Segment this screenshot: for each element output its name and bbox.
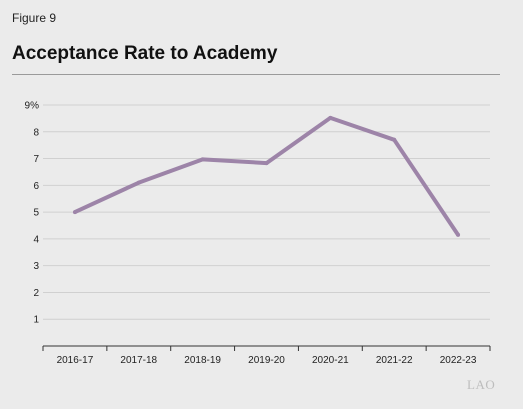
axes: 1 2 3 4 5 6 7 8 9% 2016-17 2017-18 2018-19 2019-20 20…	[25, 101, 491, 366]
data-point	[72, 210, 77, 215]
y-tick-label: 2	[33, 288, 39, 299]
lao-logo: LAO	[467, 377, 496, 392]
y-tick-label: 5	[33, 208, 39, 219]
title-divider	[12, 74, 500, 75]
x-tick-label: 2018-19	[184, 355, 221, 366]
y-tick-label: 4	[33, 234, 39, 245]
chart-title: Acceptance Rate to Academy	[12, 43, 278, 64]
y-tick-label: 1	[33, 315, 39, 326]
data-point	[456, 232, 461, 237]
series-line	[74, 115, 460, 236]
data-point	[328, 115, 333, 120]
x-tick-label: 2022-23	[440, 355, 477, 366]
y-tick-label: 7	[33, 154, 39, 165]
x-tick-label: 2016-17	[57, 355, 94, 366]
x-tick-label: 2020-21	[312, 355, 349, 366]
data-point	[136, 180, 141, 185]
x-tick-label: 2021-22	[376, 355, 413, 366]
data-point	[264, 161, 269, 166]
y-tick-label: 8	[33, 127, 39, 138]
series	[72, 115, 461, 237]
x-tick-label: 2017-18	[120, 355, 157, 366]
y-tick-label: 3	[33, 261, 39, 272]
gridlines	[43, 104, 490, 320]
y-tick-label: 6	[33, 181, 39, 192]
data-point	[392, 137, 397, 142]
x-tick-label: 2019-20	[248, 355, 285, 366]
y-tick-label: 9%	[25, 101, 40, 112]
data-point	[200, 157, 205, 162]
figure-label: Figure 9	[12, 11, 57, 25]
